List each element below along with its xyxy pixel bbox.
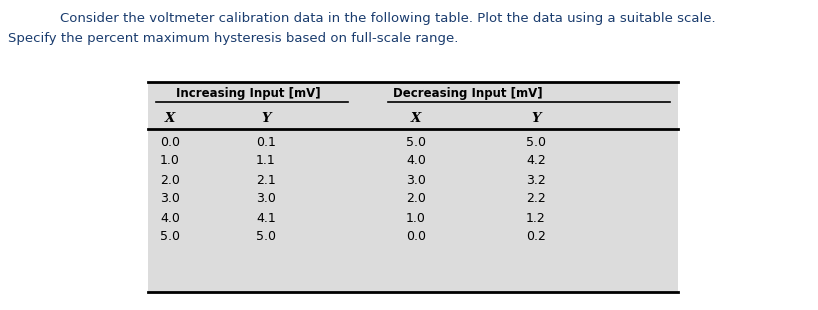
Text: Specify the percent maximum hysteresis based on full-scale range.: Specify the percent maximum hysteresis b…	[8, 32, 458, 45]
Text: 5.0: 5.0	[160, 231, 180, 243]
Text: 4.0: 4.0	[406, 154, 426, 167]
Text: 5.0: 5.0	[256, 231, 276, 243]
Text: X: X	[165, 113, 175, 126]
Text: 3.2: 3.2	[526, 174, 546, 187]
Text: 0.0: 0.0	[160, 135, 180, 148]
Text: 0.0: 0.0	[406, 231, 426, 243]
Text: 1.2: 1.2	[526, 211, 546, 224]
Text: 5.0: 5.0	[526, 135, 546, 148]
Text: 5.0: 5.0	[406, 135, 426, 148]
Text: 0.2: 0.2	[526, 231, 546, 243]
FancyBboxPatch shape	[148, 82, 678, 292]
Text: Increasing Input [mV]: Increasing Input [mV]	[176, 86, 321, 100]
Text: 4.2: 4.2	[526, 154, 546, 167]
Text: Y: Y	[261, 113, 271, 126]
Text: 1.1: 1.1	[256, 154, 276, 167]
Text: 3.0: 3.0	[406, 174, 426, 187]
Text: 3.0: 3.0	[256, 193, 276, 206]
Text: Decreasing Input [mV]: Decreasing Input [mV]	[393, 86, 543, 100]
Text: X: X	[411, 113, 421, 126]
Text: 3.0: 3.0	[160, 193, 180, 206]
Text: 1.0: 1.0	[160, 154, 180, 167]
Text: 4.0: 4.0	[160, 211, 180, 224]
Text: 2.1: 2.1	[256, 174, 276, 187]
Text: Consider the voltmeter calibration data in the following table. Plot the data us: Consider the voltmeter calibration data …	[60, 12, 716, 25]
Text: 2.0: 2.0	[406, 193, 426, 206]
Text: 4.1: 4.1	[256, 211, 276, 224]
Text: 2.0: 2.0	[160, 174, 180, 187]
Text: 1.0: 1.0	[406, 211, 426, 224]
Text: Y: Y	[531, 113, 541, 126]
Text: 2.2: 2.2	[526, 193, 546, 206]
Text: 0.1: 0.1	[256, 135, 276, 148]
